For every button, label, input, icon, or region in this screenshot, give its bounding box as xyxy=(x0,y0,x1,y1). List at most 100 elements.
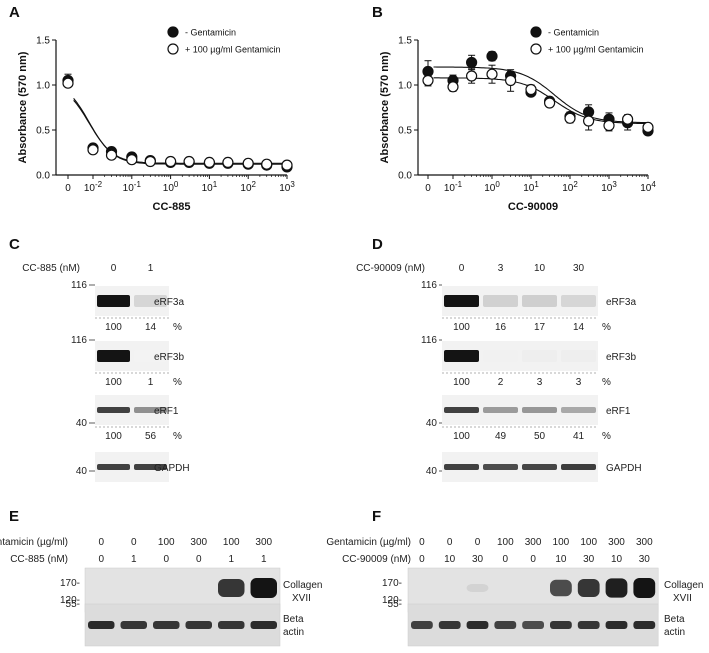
protein-band xyxy=(97,407,130,413)
blot-label: Beta xyxy=(283,614,304,625)
collagen-band xyxy=(633,578,656,598)
protein-label: GAPDH xyxy=(154,463,190,474)
protein-label: eRF3a xyxy=(606,297,636,308)
x-tick-label: 101 xyxy=(523,180,539,194)
quantification-value: 100 xyxy=(105,322,122,333)
actin-blot xyxy=(84,603,281,647)
concentration-label: 3 xyxy=(498,263,504,274)
actin-band xyxy=(218,621,245,629)
treatment-label: CC-885 (nM) xyxy=(22,263,80,274)
actin-band xyxy=(633,621,656,629)
quantification-value: 50 xyxy=(534,431,546,442)
percent-unit: % xyxy=(173,322,182,333)
protein-label: eRF3b xyxy=(154,352,184,363)
protein-band xyxy=(97,464,130,470)
fit-curve-minus xyxy=(433,66,648,124)
quantification-value: 100 xyxy=(453,431,470,442)
mw-marker-55: 55- xyxy=(388,599,402,610)
data-point-plus-gentamicin xyxy=(505,74,517,87)
y-tick-label: 1.5 xyxy=(398,36,412,47)
compound-conc: 30 xyxy=(639,554,651,565)
protein-label: eRF3a xyxy=(154,297,184,308)
data-point-plus-gentamicin xyxy=(242,157,254,169)
gentamicin-label: Gentamicin (µg/ml) xyxy=(0,537,68,548)
protein-band xyxy=(134,464,167,470)
data-point-plus-gentamicin xyxy=(105,149,118,161)
compound-conc: 1 xyxy=(228,554,234,565)
data-point-plus-gentamicin xyxy=(486,68,498,80)
gentamicin-conc: 300 xyxy=(636,537,653,548)
actin-band xyxy=(153,621,180,629)
actin-band xyxy=(494,621,517,629)
protein-band xyxy=(444,350,479,362)
panel-label-b: B xyxy=(372,4,383,21)
collagen-band xyxy=(250,578,277,598)
data-point-plus-gentamicin xyxy=(564,112,576,124)
x-tick-label: 10-1 xyxy=(444,180,463,194)
mw-marker: 116 xyxy=(421,280,437,291)
x-tick-label: 100 xyxy=(163,180,179,194)
chart-a: 0.0 0.5 1.0 1.5 0 10-2 10-1 100 101 102 103 CC-885 A… xyxy=(17,26,295,213)
concentration-label: 0 xyxy=(459,263,465,274)
gentamicin-label: Gentamicin (µg/ml) xyxy=(326,537,411,548)
y-axis-title: Absorbance (570 nm) xyxy=(379,51,391,163)
quantification-value: 16 xyxy=(495,322,507,333)
gentamicin-conc: 100 xyxy=(223,537,240,548)
data-point-plus-gentamicin xyxy=(222,156,234,168)
mw-marker-55: 55- xyxy=(66,599,80,610)
protein-band xyxy=(561,295,596,307)
percent-unit: % xyxy=(173,377,182,388)
x-tick-label: 104 xyxy=(640,180,656,194)
gentamicin-conc: 0 xyxy=(98,537,104,548)
data-point-plus-gentamicin xyxy=(62,77,74,89)
protein-band xyxy=(444,464,479,470)
quantification-value: 41 xyxy=(573,431,585,442)
compound-conc: 10 xyxy=(555,554,567,565)
protein-label: eRF1 xyxy=(154,406,179,417)
quantification-value: 14 xyxy=(573,322,585,333)
actin-band xyxy=(250,621,277,629)
blot-label: Beta xyxy=(664,614,685,625)
protein-band xyxy=(97,350,130,362)
y-tick-label: 0.0 xyxy=(36,171,50,182)
actin-band xyxy=(120,621,147,629)
legend-marker xyxy=(167,43,179,55)
gentamicin-conc: 300 xyxy=(190,537,207,548)
actin-band xyxy=(88,621,115,629)
legend-label: + 100 µg/ml Gentamicin xyxy=(185,45,280,55)
legend-marker xyxy=(530,43,542,55)
compound-conc: 0 xyxy=(98,554,104,565)
data-point-plus-gentamicin xyxy=(281,159,293,171)
quantification-value: 100 xyxy=(105,377,122,388)
actin-band xyxy=(185,621,212,629)
compound-conc: 10 xyxy=(444,554,456,565)
percent-unit: % xyxy=(602,322,611,333)
mw-marker: 40 xyxy=(426,466,438,477)
protein-band xyxy=(483,464,518,470)
data-point-plus-gentamicin xyxy=(544,97,556,109)
x-tick-label: 102 xyxy=(240,180,256,194)
data-point-plus-gentamicin xyxy=(203,156,215,168)
actin-band xyxy=(577,621,600,629)
legend-marker xyxy=(167,26,179,38)
data-point-plus-gentamicin xyxy=(642,121,654,133)
compound-conc: 30 xyxy=(583,554,595,565)
data-point-plus-gentamicin xyxy=(126,154,138,166)
protein-band xyxy=(483,350,518,362)
collagen-band xyxy=(550,579,572,597)
data-point-plus-gentamicin xyxy=(165,155,177,168)
blot-label: actin xyxy=(664,627,685,638)
quantification-value: 1 xyxy=(148,377,154,388)
x-tick-label: 10-1 xyxy=(123,180,142,194)
actin-band xyxy=(550,621,572,629)
blot-panel-e: Gentamicin (µg/ml)CC-885 (nM)00100300100… xyxy=(0,537,322,647)
compound-conc: 0 xyxy=(503,554,509,565)
mw-marker-170: 170- xyxy=(382,578,402,589)
quantification-value: 100 xyxy=(453,377,470,388)
data-point-plus-gentamicin xyxy=(422,74,434,87)
protein-band xyxy=(97,295,130,307)
data-point-plus-gentamicin xyxy=(144,155,156,168)
x-axis-title: CC-885 xyxy=(153,201,191,213)
compound-conc: 0 xyxy=(419,554,425,565)
compound-conc: 1 xyxy=(261,554,267,565)
